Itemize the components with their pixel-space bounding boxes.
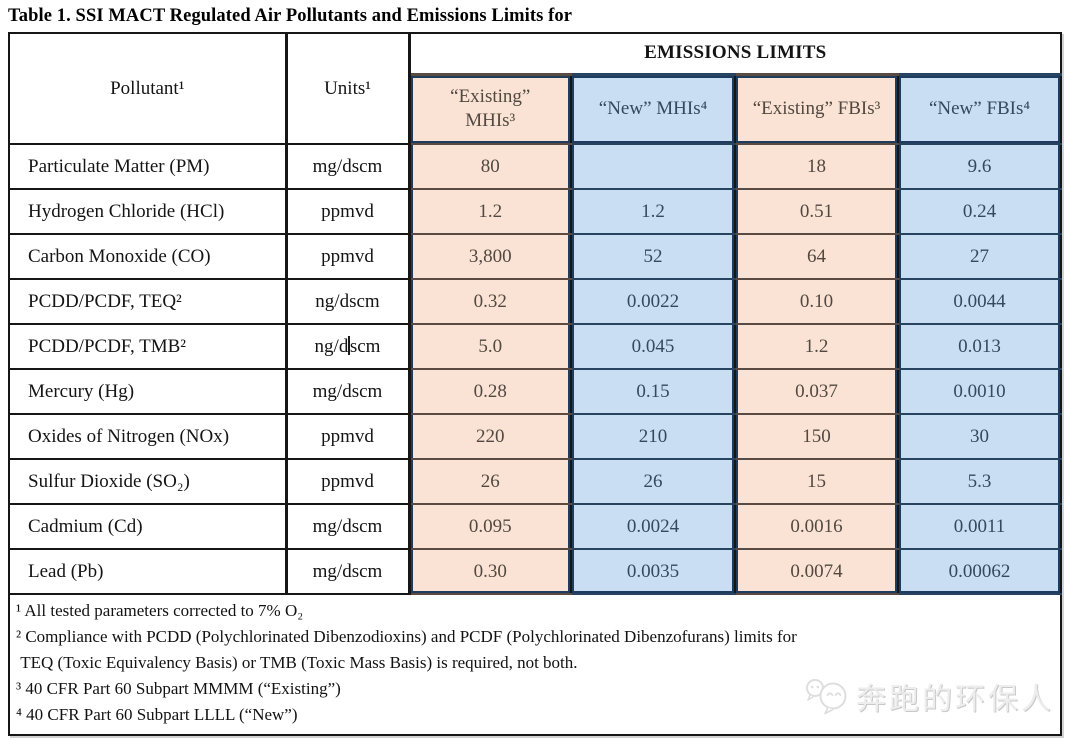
table-row: Sulfur Dioxide (SO₂) ppmvd 26 26 15 5.3 [8, 458, 1062, 505]
units-cell: mg/dscm [285, 503, 411, 550]
value-cell: 27 [897, 233, 1062, 280]
units-column-header: Units¹ [285, 32, 411, 145]
value-cell: 0.0035 [570, 548, 736, 595]
value-cell: 0.15 [570, 368, 736, 415]
footnote-line: ¹ All tested parameters corrected to 7% … [16, 601, 304, 620]
value-cell [570, 143, 736, 190]
units-cell: ppmvd [285, 458, 411, 505]
value-cell: 0.0010 [897, 368, 1062, 415]
value-cell: 9.6 [897, 143, 1062, 190]
table-row: Oxides of Nitrogen (NOx) ppmvd 220 210 150 30 [8, 413, 1062, 460]
units-cell: ppmvd [285, 413, 411, 460]
column-header-new-fbis: “New” FBIs⁴ [897, 72, 1062, 145]
value-cell: 0.00062 [897, 548, 1062, 595]
value-cell: 1.2 [734, 323, 899, 370]
value-cell: 18 [734, 143, 899, 190]
text-cursor [348, 335, 350, 355]
pollutant-column-header: Pollutant¹ [8, 32, 288, 145]
value-cell: 0.30 [408, 548, 572, 595]
value-cell: 210 [570, 413, 736, 460]
units-cell: ng/dscm [285, 278, 411, 325]
header-row-subcolumns: “Existing” MHIs³ “New” MHIs⁴ “Existing” … [9, 72, 1062, 145]
value-cell: 5.3 [897, 458, 1062, 505]
value-cell: 30 [897, 413, 1062, 460]
units-cell: mg/dscm [285, 368, 411, 415]
pollutant-cell: Sulfur Dioxide (SO₂) [8, 458, 288, 505]
value-cell: 3,800 [408, 233, 572, 280]
pollutant-cell: PCDD/PCDF, TMB² [8, 323, 288, 370]
pollutant-cell: Oxides of Nitrogen (NOx) [8, 413, 288, 460]
table-row: PCDD/PCDF, TEQ² ng/dscm 0.32 0.0022 0.10 0.00… [8, 278, 1062, 325]
footnotes-row: ¹ All tested parameters corrected to 7% … [8, 593, 1062, 736]
pollutant-cell: Hydrogen Chloride (HCl) [8, 188, 288, 235]
value-cell: 0.28 [408, 368, 572, 415]
footnote-line: ² Compliance with PCDD (Polychlorinated … [16, 627, 797, 646]
value-cell: 0.0074 [734, 548, 899, 595]
footnote-line: TEQ (Toxic Equivalency Basis) or TMB (To… [16, 653, 578, 672]
pollutant-cell: PCDD/PCDF, TEQ² [8, 278, 288, 325]
value-cell: 52 [570, 233, 736, 280]
table-row: Lead (Pb) mg/dscm 0.30 0.0035 0.0074 0.00062 [8, 548, 1062, 595]
table-row: Hydrogen Chloride (HCl) ppmvd 1.2 1.2 0.51 0.… [8, 188, 1062, 235]
value-cell: 15 [734, 458, 899, 505]
value-cell: 80 [408, 143, 572, 190]
footnotes: ¹ All tested parameters corrected to 7% … [16, 598, 1052, 728]
footnotes-cell: ¹ All tested parameters corrected to 7% … [8, 593, 1062, 736]
column-header-existing-mhis: “Existing” MHIs³ [408, 72, 572, 145]
value-cell: 150 [734, 413, 899, 460]
value-cell: 0.0024 [570, 503, 736, 550]
value-cell: 0.32 [408, 278, 572, 325]
pollutant-cell: Particulate Matter (PM) [8, 143, 288, 190]
column-header-existing-fbis: “Existing” FBIs³ [734, 72, 899, 145]
emissions-table: Pollutant¹ Units¹ EMISSIONS LIMITS “Exis… [8, 32, 1062, 736]
value-cell: 5.0 [408, 323, 572, 370]
value-cell: 0.095 [408, 503, 572, 550]
pollutant-cell: Cadmium (Cd) [8, 503, 288, 550]
value-cell: 1.2 [408, 188, 572, 235]
table-title: Table 1. SSI MACT Regulated Air Pollutan… [8, 6, 573, 26]
footnote-line: ⁴ 40 CFR Part 60 Subpart LLLL (“New”) [16, 705, 298, 724]
value-cell: 0.51 [734, 188, 899, 235]
value-cell: 0.10 [734, 278, 899, 325]
table-row: Carbon Monoxide (CO) ppmvd 3,800 52 64 27 [8, 233, 1062, 280]
table-row: Mercury (Hg) mg/dscm 0.28 0.15 0.037 0.0010 [8, 368, 1062, 415]
value-cell: 0.013 [897, 323, 1062, 370]
value-cell: 64 [734, 233, 899, 280]
pollutant-cell: Carbon Monoxide (CO) [8, 233, 288, 280]
units-cell: ppmvd [285, 233, 411, 280]
value-cell: 0.0022 [570, 278, 736, 325]
pollutant-cell: Mercury (Hg) [8, 368, 288, 415]
table-row: Particulate Matter (PM) mg/dscm 80 18 9.6 [8, 143, 1062, 190]
value-cell: 0.0011 [897, 503, 1062, 550]
value-cell: 0.045 [570, 323, 736, 370]
value-cell: 0.24 [897, 188, 1062, 235]
table-row: PCDD/PCDF, TMB² ng/dscm 5.0 0.045 1.2 0.013 [8, 323, 1062, 370]
value-cell: 0.037 [734, 368, 899, 415]
value-cell: 1.2 [570, 188, 736, 235]
column-header-new-mhis: “New” MHIs⁴ [570, 72, 736, 145]
emissions-limits-header: EMISSIONS LIMITS [407, 32, 1062, 74]
value-cell: 220 [408, 413, 572, 460]
units-cell: ppmvd [285, 188, 411, 235]
value-cell: 0.0016 [734, 503, 899, 550]
header-row-top: Pollutant¹ Units¹ EMISSIONS LIMITS [8, 32, 1062, 145]
units-cell: ng/dscm [285, 323, 411, 370]
value-cell: 26 [408, 458, 572, 505]
value-cell: 26 [570, 458, 736, 505]
pollutant-cell: Lead (Pb) [8, 548, 288, 595]
value-cell: 0.0044 [897, 278, 1062, 325]
units-cell: mg/dscm [285, 548, 411, 595]
table-row: Cadmium (Cd) mg/dscm 0.095 0.0024 0.0016 0.00… [8, 503, 1062, 550]
footnote-line: ³ 40 CFR Part 60 Subpart MMMM (“Existing… [16, 679, 341, 698]
units-cell: mg/dscm [285, 143, 411, 190]
